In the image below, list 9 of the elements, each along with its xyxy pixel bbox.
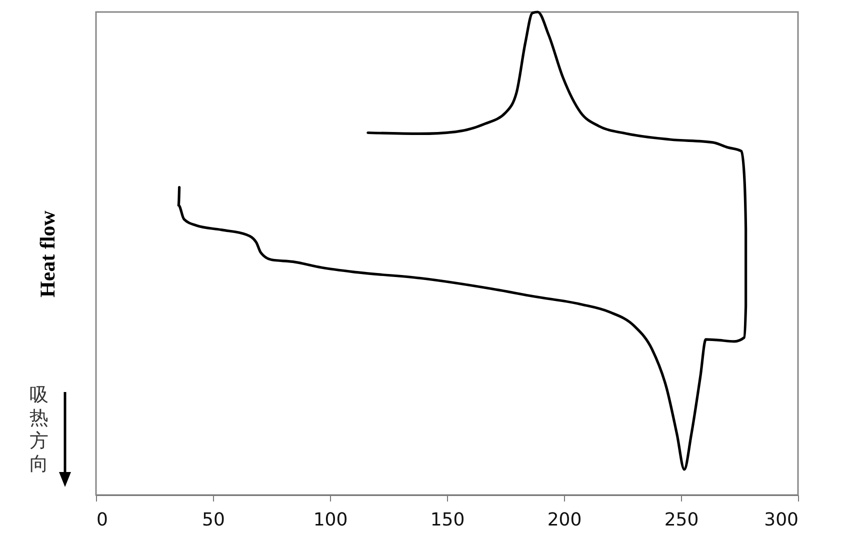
x-tick-label: 0 [96, 510, 108, 530]
x-tick-label: 50 [202, 510, 225, 530]
x-tick-label: 200 [547, 510, 582, 530]
y-axis-title: Heat flow [36, 210, 60, 298]
x-tick-label: 100 [313, 510, 348, 530]
x-tick-label: 250 [664, 510, 699, 530]
x-tick-label: 150 [430, 510, 465, 530]
x-tick-label: 300 [764, 510, 798, 530]
text: 吸热方向 [28, 384, 50, 476]
